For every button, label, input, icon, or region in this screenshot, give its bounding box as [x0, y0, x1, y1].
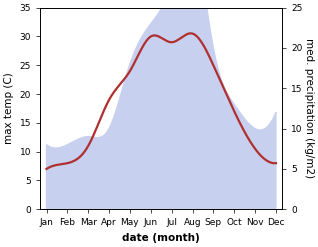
X-axis label: date (month): date (month)	[122, 233, 200, 243]
Y-axis label: max temp (C): max temp (C)	[4, 73, 14, 144]
Y-axis label: med. precipitation (kg/m2): med. precipitation (kg/m2)	[304, 38, 314, 179]
